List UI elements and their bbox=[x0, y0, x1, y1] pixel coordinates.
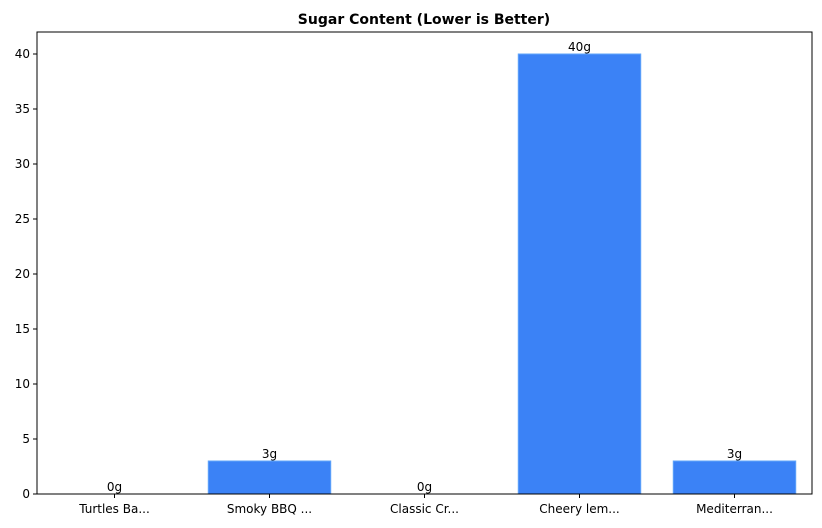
y-tick-label: 35 bbox=[15, 102, 30, 116]
bar-value-label: 0g bbox=[417, 480, 432, 494]
bar bbox=[672, 460, 797, 495]
x-tick-label: Cheery lem... bbox=[539, 502, 619, 516]
bar-value-label: 3g bbox=[262, 447, 277, 461]
y-axis: 0 5 10 15 20 25 30 35 40 bbox=[15, 47, 37, 501]
x-tick-label: Mediterran... bbox=[696, 502, 773, 516]
chart-title: Sugar Content (Lower is Better) bbox=[298, 12, 550, 28]
y-tick-label: 10 bbox=[15, 377, 30, 391]
y-tick-label: 25 bbox=[15, 212, 30, 226]
bar-value-label: 0g bbox=[107, 480, 122, 494]
y-tick-label: 5 bbox=[22, 432, 30, 446]
x-tick-label: Classic Cr... bbox=[390, 502, 459, 516]
bar bbox=[207, 460, 332, 495]
y-tick-label: 30 bbox=[15, 157, 30, 171]
bar-value-label: 3g bbox=[727, 447, 742, 461]
y-tick-label: 15 bbox=[15, 322, 30, 336]
plot-frame bbox=[36, 31, 813, 495]
y-tick-label: 0 bbox=[22, 487, 30, 501]
bar bbox=[517, 53, 642, 495]
x-tick-label: Smoky BBQ ... bbox=[227, 502, 312, 516]
x-axis: Turtles Ba... Smoky BBQ ... Classic Cr... C… bbox=[78, 494, 773, 516]
y-tick-label: 40 bbox=[15, 47, 30, 61]
y-tick-label: 20 bbox=[15, 267, 30, 281]
x-tick-label: Turtles Ba... bbox=[78, 502, 150, 516]
bar-value-label: 40g bbox=[568, 40, 591, 54]
bars: 0g 3g 0g 40g 3g bbox=[107, 40, 797, 495]
